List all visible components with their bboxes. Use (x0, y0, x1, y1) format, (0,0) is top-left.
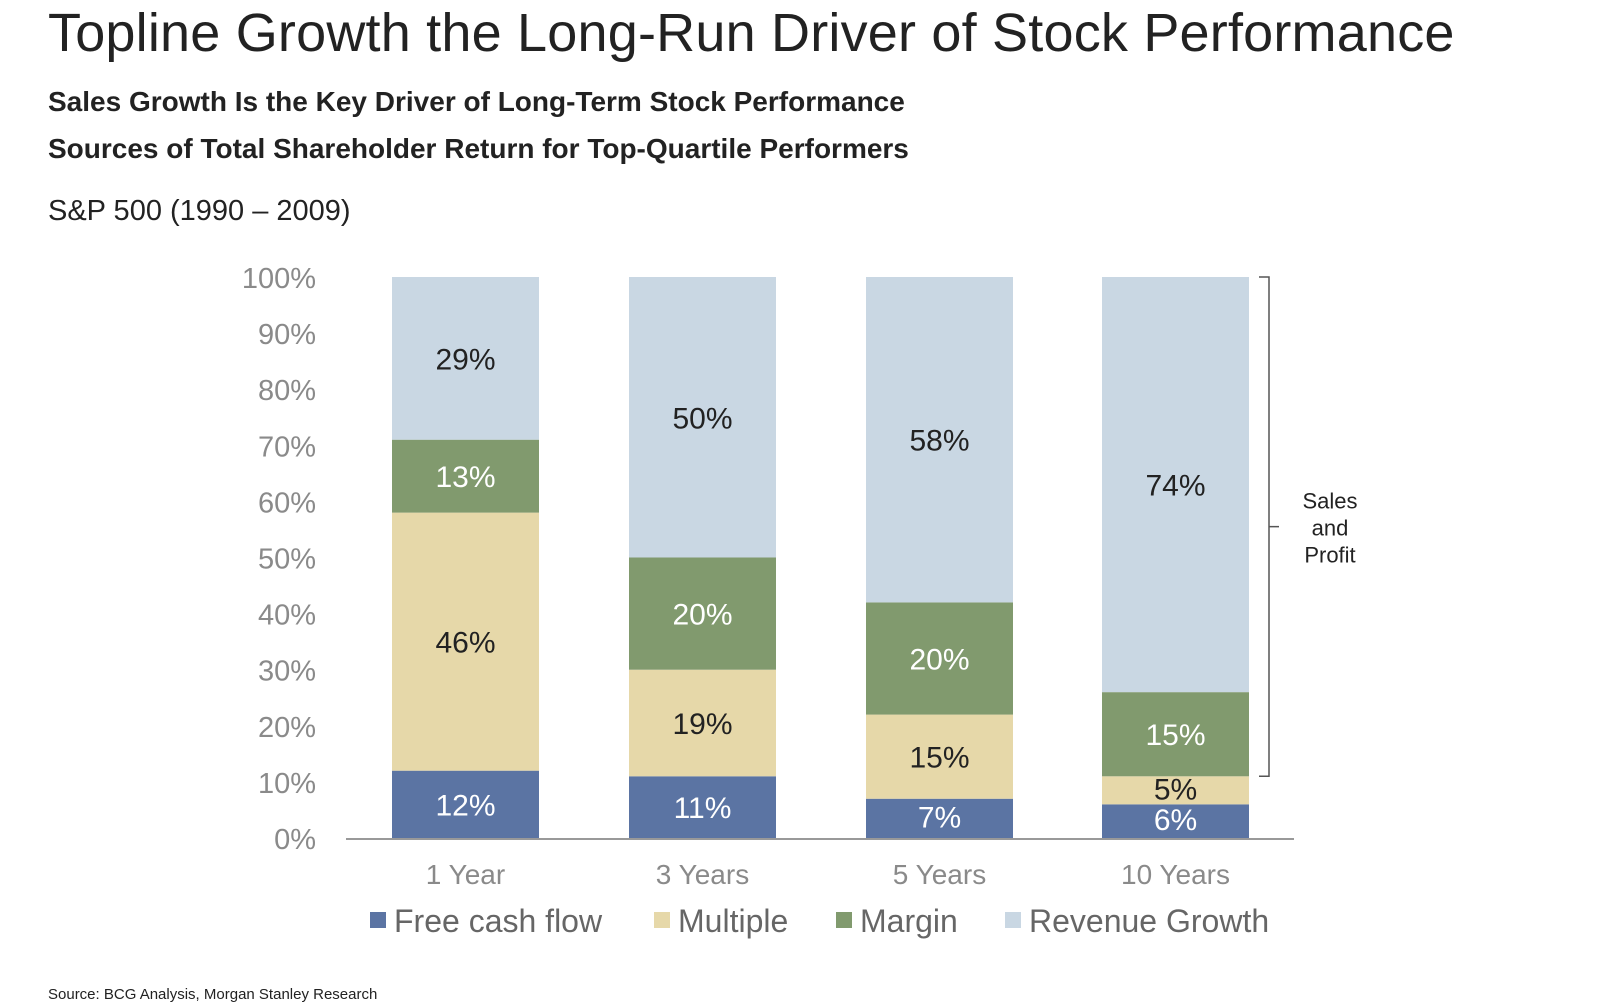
data-label: 12% (435, 789, 495, 822)
y-tick-label: 20% (258, 712, 316, 744)
legend-swatch-multiple (654, 912, 670, 928)
data-label: 11% (674, 792, 732, 825)
data-label: 20% (909, 643, 969, 676)
data-label: 15% (1145, 719, 1205, 752)
data-label: 6% (1154, 804, 1197, 837)
bar-segment-free-cash-flow (866, 798, 1013, 838)
bar-segment-margin (866, 602, 1013, 715)
legend-swatch-free-cash-flow (370, 912, 386, 928)
bar-segment-revenue-growth (1102, 277, 1249, 693)
legend-swatch-revenue-growth (1005, 912, 1021, 928)
annotation-bracket (1259, 276, 1270, 778)
data-label: 13% (435, 461, 495, 494)
legend-label-free-cash-flow: Free cash flow (394, 903, 603, 939)
data-label: 19% (672, 708, 732, 741)
chart-subtitle-1: Sales Growth Is the Key Driver of Long-T… (48, 86, 905, 117)
y-tick-label: 60% (258, 487, 316, 519)
legend-swatch-margin (836, 912, 852, 928)
bar-segment-revenue-growth (392, 277, 539, 440)
data-label: 58% (909, 425, 969, 458)
bar-segment-margin (392, 439, 539, 513)
y-tick-label: 0% (274, 824, 316, 856)
bar-segment-multiple (866, 714, 1013, 799)
stacked-bar-chart: 0% 10% 20% 30% 40% 50% 60% 70% 80% 90% 100% 12% 46% 1… (242, 263, 1358, 939)
bar-segment-revenue-growth (629, 277, 776, 558)
data-label: 15% (909, 742, 969, 775)
y-tick-label: 90% (258, 319, 316, 351)
y-tick-label: 10% (258, 768, 316, 800)
legend-label-margin: Margin (860, 903, 958, 939)
bar-segment-free-cash-flow (629, 776, 776, 838)
bar-segment-free-cash-flow (392, 770, 539, 838)
y-tick-label: 50% (258, 544, 316, 576)
data-label: 74% (1145, 470, 1205, 503)
x-tick-label: 5 Years (893, 859, 986, 890)
y-tick-label: 100% (242, 263, 316, 295)
bar-segment-margin (629, 557, 776, 670)
y-tick-label: 40% (258, 600, 316, 632)
y-tick-label: 30% (258, 656, 316, 688)
x-tick-label: 1 Year (426, 859, 505, 890)
legend-label-revenue-growth: Revenue Growth (1029, 903, 1269, 939)
data-label: 50% (672, 402, 732, 435)
bar-segment-free-cash-flow (1102, 804, 1249, 838)
annotation-label: Profit (1304, 543, 1355, 568)
data-label: 29% (435, 343, 495, 376)
data-label: 5% (1154, 773, 1197, 806)
annotation-label: Sales (1302, 489, 1357, 514)
bar-segment-multiple (1102, 776, 1249, 805)
chart-title: Topline Growth the Long-Run Driver of St… (48, 3, 1455, 63)
period-label: S&P 500 (1990 – 2009) (48, 195, 351, 227)
bar-segment-revenue-growth (866, 277, 1013, 603)
data-label: 7% (918, 801, 961, 834)
x-tick-label: 3 Years (656, 859, 749, 890)
source-note: Source: BCG Analysis, Morgan Stanley Res… (48, 986, 378, 1003)
data-label: 46% (435, 627, 495, 660)
x-tick-label: 10 Years (1121, 859, 1230, 890)
bar-segment-multiple (629, 669, 776, 777)
bar-segment-multiple (392, 512, 539, 771)
chart-subtitle-2: Sources of Total Shareholder Return for … (48, 133, 909, 164)
y-tick-label: 80% (258, 375, 316, 407)
legend-label-multiple: Multiple (678, 903, 788, 939)
data-label: 20% (672, 599, 732, 632)
bar-segment-margin (1102, 692, 1249, 777)
y-tick-label: 70% (258, 431, 316, 463)
annotation-label: and (1312, 516, 1349, 541)
